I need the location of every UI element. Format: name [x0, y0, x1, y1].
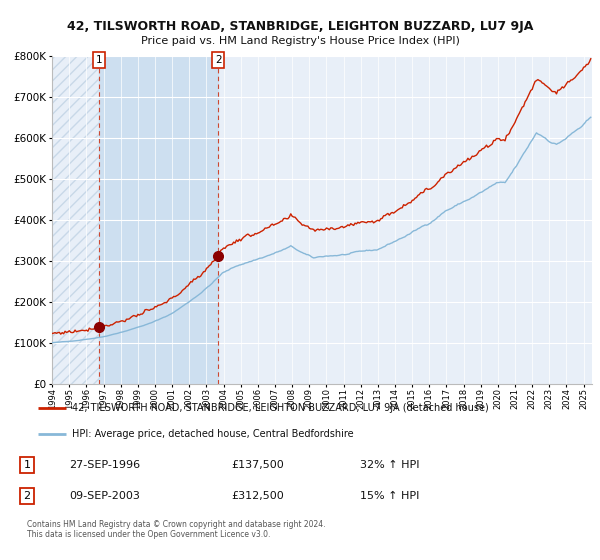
Text: 42, TILSWORTH ROAD, STANBRIDGE, LEIGHTON BUZZARD, LU7 9JA (detached house): 42, TILSWORTH ROAD, STANBRIDGE, LEIGHTON…: [72, 404, 489, 413]
Text: HPI: Average price, detached house, Central Bedfordshire: HPI: Average price, detached house, Cent…: [72, 430, 354, 439]
Text: 15% ↑ HPI: 15% ↑ HPI: [360, 491, 419, 501]
Text: 1: 1: [23, 460, 31, 470]
Text: £137,500: £137,500: [231, 460, 284, 470]
Text: 2: 2: [23, 491, 31, 501]
Text: £312,500: £312,500: [231, 491, 284, 501]
Bar: [52, 56, 100, 384]
Text: 1: 1: [96, 55, 103, 65]
Text: 2: 2: [215, 55, 221, 65]
Text: 42, TILSWORTH ROAD, STANBRIDGE, LEIGHTON BUZZARD, LU7 9JA: 42, TILSWORTH ROAD, STANBRIDGE, LEIGHTON…: [67, 20, 533, 32]
Text: 09-SEP-2003: 09-SEP-2003: [69, 491, 140, 501]
Bar: [52, 56, 100, 384]
Text: This data is licensed under the Open Government Licence v3.0.: This data is licensed under the Open Gov…: [27, 530, 271, 539]
Text: 32% ↑ HPI: 32% ↑ HPI: [360, 460, 419, 470]
Text: Contains HM Land Registry data © Crown copyright and database right 2024.: Contains HM Land Registry data © Crown c…: [27, 520, 325, 529]
Text: 27-SEP-1996: 27-SEP-1996: [69, 460, 140, 470]
Bar: [100, 56, 218, 384]
Text: Price paid vs. HM Land Registry's House Price Index (HPI): Price paid vs. HM Land Registry's House …: [140, 36, 460, 46]
